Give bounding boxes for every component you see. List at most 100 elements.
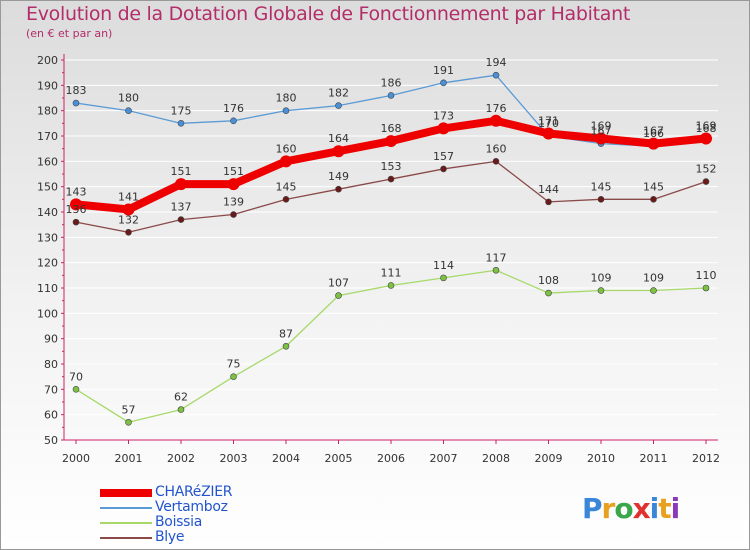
data-label: 167 [643, 125, 664, 138]
chart-subtitle: (en € et par an) [26, 27, 113, 40]
logo-letter: t [658, 492, 671, 525]
series-boissia [72, 266, 710, 426]
data-label: 136 [66, 203, 87, 216]
data-point [335, 102, 342, 109]
data-point [122, 203, 135, 216]
data-label: 145 [591, 180, 612, 193]
data-label: 175 [171, 104, 192, 117]
data-point [387, 282, 395, 289]
data-label: 145 [276, 180, 297, 193]
data-point [545, 198, 552, 206]
data-point [650, 287, 657, 294]
x-tick-label: 2007 [430, 452, 458, 465]
x-tick-label: 2001 [115, 452, 143, 465]
data-point [72, 218, 80, 226]
data-label: 191 [433, 64, 454, 77]
data-label: 108 [538, 274, 559, 287]
data-label: 110 [696, 269, 717, 282]
logo-letter: P [582, 492, 603, 525]
data-point [332, 145, 345, 158]
data-label: 107 [328, 277, 349, 290]
data-point [700, 132, 712, 145]
data-label: 139 [223, 196, 244, 209]
legend-swatch [100, 507, 152, 509]
data-point [230, 117, 237, 125]
legend-swatch [100, 522, 152, 524]
data-point [72, 386, 80, 393]
data-label: 186 [381, 76, 402, 89]
y-tick-label: 50 [44, 434, 58, 447]
data-point [387, 92, 395, 99]
data-label: 144 [538, 183, 559, 196]
y-tick-label: 90 [44, 333, 58, 346]
data-point [282, 107, 290, 114]
data-label: 137 [171, 201, 192, 214]
logo-letter: i [649, 492, 660, 525]
legend-label: CHARéZIER [155, 484, 233, 500]
data-label: 109 [643, 272, 664, 285]
data-point [230, 211, 237, 218]
y-tick-label: 200 [37, 54, 58, 67]
proxiti-logo: Proxiti [582, 492, 681, 525]
y-tick-label: 130 [37, 231, 58, 244]
y-tick-label: 170 [37, 130, 58, 143]
data-label: 114 [433, 259, 454, 272]
legend-item: Blye [100, 529, 300, 545]
data-label: 153 [381, 160, 402, 173]
data-label: 160 [276, 142, 297, 155]
y-tick-label: 190 [37, 79, 58, 92]
data-point [125, 228, 132, 236]
data-label: 160 [486, 142, 507, 155]
x-tick-label: 2004 [272, 452, 300, 465]
data-label: 176 [223, 102, 244, 115]
y-tick-label: 60 [44, 409, 58, 422]
data-point [387, 175, 395, 183]
x-tick-label: 2009 [535, 452, 563, 465]
series-blye [72, 158, 710, 236]
data-label: 152 [696, 163, 717, 176]
data-label: 109 [591, 272, 612, 285]
logo-letter: o [614, 492, 633, 525]
data-point [227, 178, 240, 191]
data-label: 57 [122, 403, 136, 416]
data-label: 62 [174, 391, 188, 404]
data-label: 132 [118, 213, 139, 226]
data-point [492, 158, 500, 165]
data-point [125, 418, 132, 426]
y-tick-label: 120 [37, 257, 58, 270]
y-tick-label: 100 [37, 307, 58, 320]
data-point [440, 79, 447, 87]
data-point [282, 342, 290, 350]
data-label: 111 [381, 266, 402, 279]
logo-letter: x [632, 492, 651, 525]
data-point [437, 122, 450, 135]
data-label: 180 [276, 92, 297, 105]
data-point [280, 155, 292, 168]
data-label: 169 [591, 120, 612, 133]
data-point [492, 71, 500, 79]
legend-swatch [100, 537, 152, 539]
data-label: 176 [486, 102, 507, 115]
legend-label: Vertamboz [155, 499, 228, 515]
y-tick-label: 180 [37, 105, 58, 118]
x-tick-label: 2008 [482, 452, 510, 465]
data-label: 171 [538, 114, 559, 127]
data-point [702, 178, 710, 185]
data-point [490, 114, 502, 127]
legend-item: Vertamboz [100, 499, 300, 515]
chart-title: Evolution de la Dotation Globale de Fonc… [26, 3, 631, 25]
data-label: 149 [328, 170, 349, 183]
data-point [492, 266, 500, 274]
data-label: 151 [223, 165, 244, 178]
logo-letter: i [670, 492, 681, 525]
data-point [177, 406, 185, 413]
data-label: 182 [328, 87, 349, 100]
data-point [177, 120, 185, 127]
data-point [177, 216, 185, 223]
data-point [650, 196, 657, 203]
data-label: 87 [279, 327, 293, 340]
series-layer [70, 71, 712, 426]
